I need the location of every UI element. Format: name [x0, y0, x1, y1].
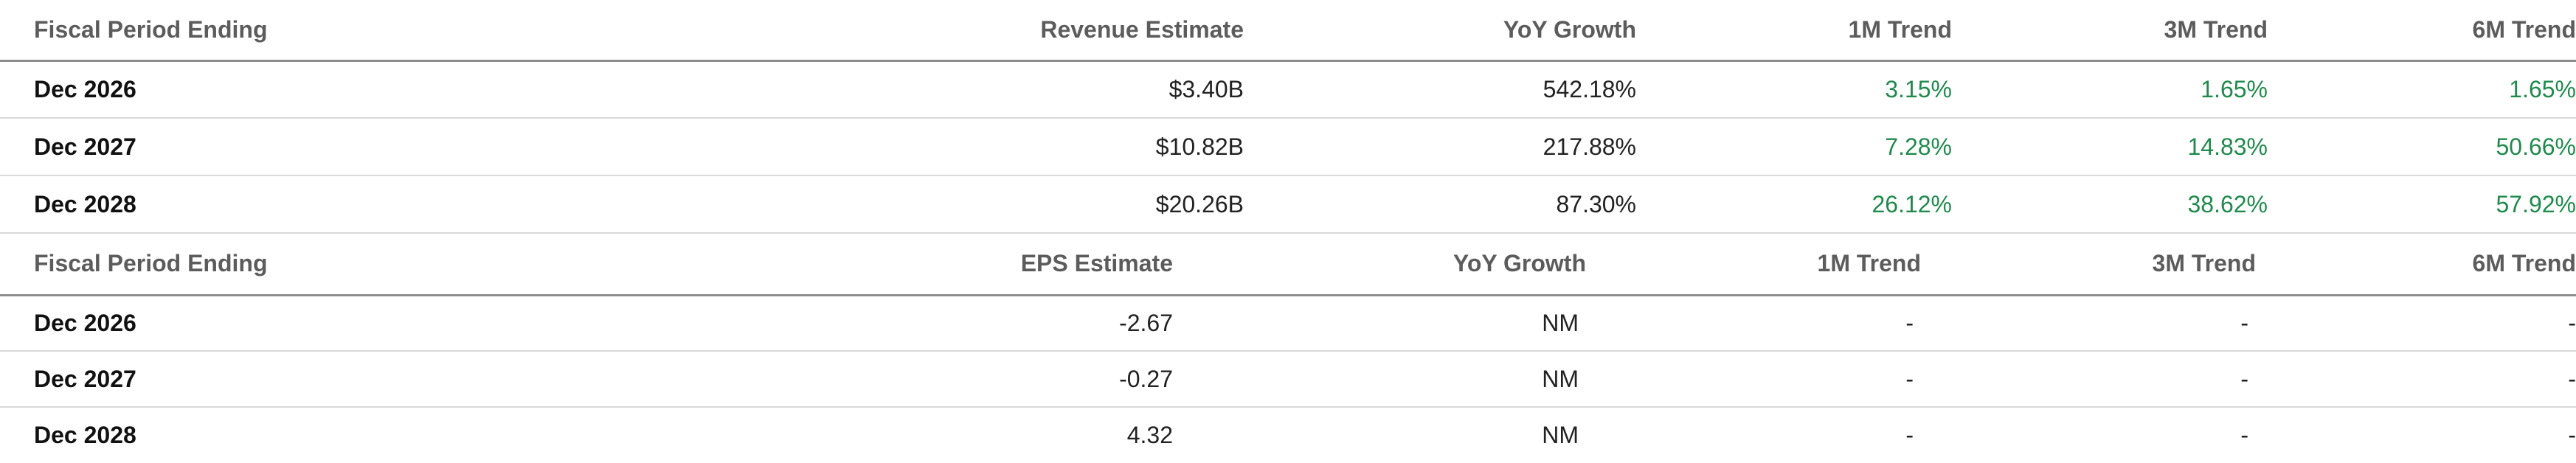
trend-3m-cell: - — [1921, 351, 2256, 408]
column-header-3m-trend[interactable]: 3M Trend — [1952, 0, 2268, 62]
trend-1m-cell: 7.28% — [1636, 118, 1952, 176]
fiscal-period-cell: Dec 2026 — [0, 60, 413, 119]
table-header-row: Fiscal Period Ending Revenue Estimate Yo… — [0, 0, 2576, 62]
revenue-estimate-cell: $3.40B — [413, 60, 1244, 119]
trend-3m-cell: - — [1921, 295, 2256, 352]
fiscal-period-cell: Dec 2028 — [0, 175, 413, 234]
revenue-estimate-cell: $10.82B — [413, 118, 1244, 176]
column-header-revenue-estimate[interactable]: Revenue Estimate — [413, 0, 1244, 62]
trend-1m-cell: 26.12% — [1636, 175, 1952, 234]
trend-6m-cell: 1.65% — [2268, 60, 2576, 119]
trend-3m-cell: 1.65% — [1952, 60, 2268, 119]
trend-3m-cell: - — [2240, 422, 2248, 448]
column-header-1m-trend[interactable]: 1M Trend — [1586, 233, 1921, 296]
table-row: Dec 2028 $20.26B 87.30% 26.12% 38.62% 57… — [0, 175, 2576, 234]
column-header-fiscal-period[interactable]: Fiscal Period Ending — [0, 0, 413, 62]
eps-estimate-cell: -0.27 — [413, 351, 1173, 408]
column-header-yoy-growth[interactable]: YoY Growth — [1244, 0, 1636, 62]
fiscal-period-cell: Dec 2027 — [0, 351, 413, 408]
table-row: Dec 2028 4.32 NM - - - — [0, 407, 2576, 463]
table-row: Dec 2027 $10.82B 217.88% 7.28% 14.83% 50… — [0, 118, 2576, 176]
eps-estimates-table: Fiscal Period Ending EPS Estimate YoY Gr… — [0, 233, 2576, 463]
column-header-yoy-growth[interactable]: YoY Growth — [1173, 233, 1586, 296]
trend-1m-cell: - — [1905, 422, 1914, 448]
fiscal-period-cell: Dec 2028 — [34, 422, 136, 448]
trend-6m-cell: - — [2256, 295, 2576, 352]
table-row: Dec 2026 -2.67 NM - - - — [0, 295, 2576, 352]
column-header-3m-trend[interactable]: 3M Trend — [1921, 233, 2256, 296]
yoy-growth-cell: NM — [1173, 295, 1586, 352]
yoy-growth-cell: 542.18% — [1244, 60, 1636, 119]
yoy-growth-cell: 87.30% — [1244, 175, 1636, 234]
trend-1m-cell: 3.15% — [1636, 60, 1952, 119]
column-header-fiscal-period[interactable]: Fiscal Period Ending — [0, 233, 413, 296]
yoy-growth-cell: NM — [1542, 422, 1579, 448]
yoy-growth-cell: NM — [1173, 351, 1586, 408]
trend-1m-cell: - — [1586, 351, 1921, 408]
trend-6m-cell: - — [2256, 351, 2576, 408]
trend-6m-cell: 57.92% — [2268, 175, 2576, 234]
column-header-eps-estimate[interactable]: EPS Estimate — [413, 233, 1173, 296]
eps-estimate-cell: 4.32 — [1126, 422, 1173, 448]
eps-estimate-cell: -2.67 — [413, 295, 1173, 352]
yoy-growth-cell: 217.88% — [1244, 118, 1636, 176]
column-header-6m-trend[interactable]: 6M Trend — [2268, 0, 2576, 62]
trend-6m-cell: 50.66% — [2268, 118, 2576, 176]
trend-6m-cell: - — [2568, 422, 2576, 448]
column-header-1m-trend[interactable]: 1M Trend — [1636, 0, 1952, 62]
trend-1m-cell: - — [1586, 295, 1921, 352]
revenue-estimate-cell: $20.26B — [413, 175, 1244, 234]
revenue-estimates-table: Fiscal Period Ending Revenue Estimate Yo… — [0, 0, 2576, 234]
table-row: Dec 2026 $3.40B 542.18% 3.15% 1.65% 1.65… — [0, 60, 2576, 119]
table-row: Dec 2027 -0.27 NM - - - — [0, 351, 2576, 408]
table-header-row: Fiscal Period Ending EPS Estimate YoY Gr… — [0, 233, 2576, 296]
trend-3m-cell: 38.62% — [1952, 175, 2268, 234]
fiscal-period-cell: Dec 2026 — [0, 295, 413, 352]
column-header-6m-trend[interactable]: 6M Trend — [2256, 233, 2576, 296]
fiscal-period-cell: Dec 2027 — [0, 118, 413, 176]
trend-3m-cell: 14.83% — [1952, 118, 2268, 176]
